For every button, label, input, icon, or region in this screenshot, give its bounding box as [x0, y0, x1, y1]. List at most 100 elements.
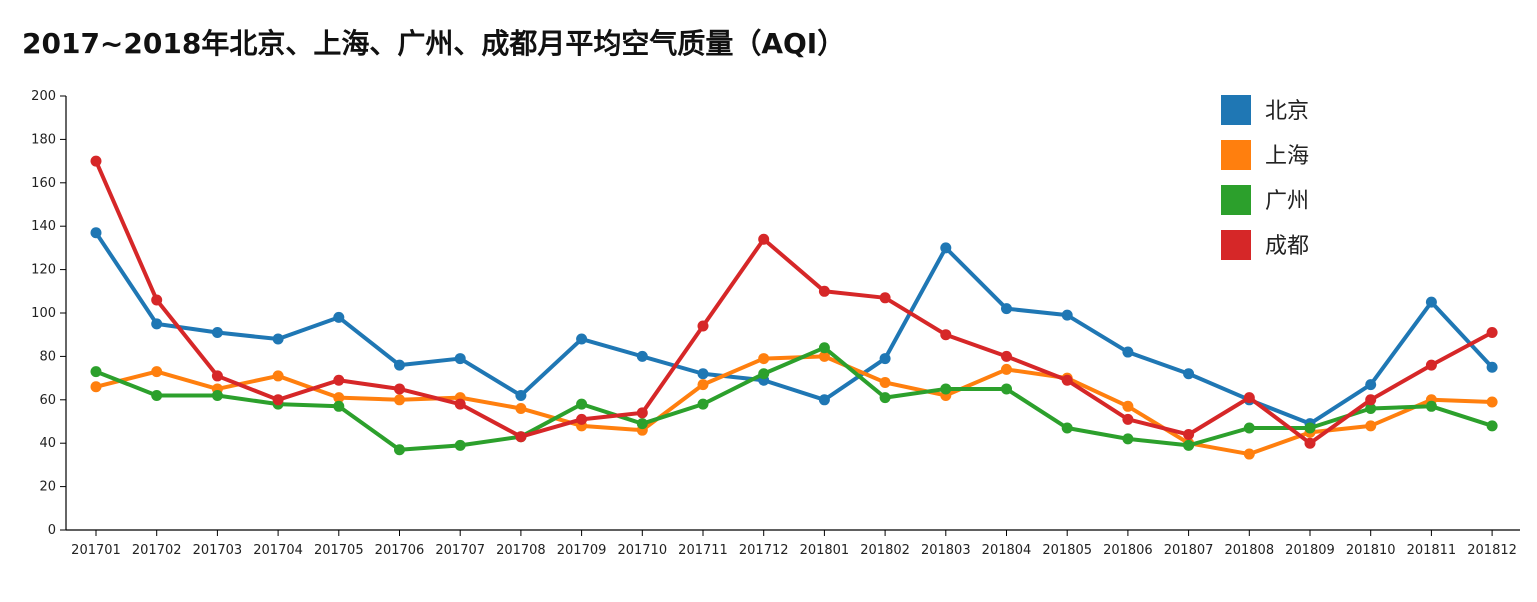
x-tick: 201807 — [1164, 530, 1213, 558]
data-point — [636, 350, 648, 362]
data-point — [697, 398, 709, 410]
data-point — [697, 320, 709, 332]
data-point — [515, 389, 527, 401]
y-tick-label: 40 — [39, 436, 56, 451]
legend-swatch — [1221, 140, 1251, 170]
data-point — [1243, 392, 1255, 404]
legend-item: 上海 — [1221, 140, 1309, 170]
x-tick-label: 201810 — [1346, 543, 1396, 558]
x-tick: 201803 — [921, 530, 971, 558]
y-tick-label: 0 — [48, 523, 56, 538]
x-tick-label: 201808 — [1224, 543, 1274, 558]
data-point — [1183, 368, 1195, 380]
y-tick-label: 80 — [39, 349, 56, 364]
x-tick: 201709 — [557, 530, 606, 558]
data-point — [818, 394, 830, 406]
series-line — [94, 230, 1495, 426]
legend-swatch — [1221, 230, 1251, 260]
data-point — [515, 431, 527, 443]
data-point — [1122, 400, 1134, 412]
data-point — [151, 366, 163, 378]
y-tick: 200 — [31, 89, 66, 104]
data-point — [879, 376, 891, 388]
x-tick-label: 201801 — [800, 543, 850, 558]
data-point — [697, 368, 709, 380]
x-tick: 201711 — [678, 530, 728, 558]
x-tick: 201707 — [435, 530, 485, 558]
data-point — [151, 389, 163, 401]
legend-label: 成都 — [1265, 234, 1309, 259]
series-layer — [90, 155, 1498, 460]
y-tick-label: 20 — [39, 480, 56, 495]
x-tick-label: 201707 — [435, 543, 485, 558]
x-tick: 201804 — [982, 530, 1032, 558]
data-point — [1304, 422, 1316, 434]
x-tick: 201704 — [253, 530, 303, 558]
y-tick-label: 160 — [31, 176, 56, 191]
data-point — [333, 311, 345, 323]
y-tick: 20 — [39, 480, 66, 495]
data-point — [454, 398, 466, 410]
data-point — [940, 383, 952, 395]
x-tick: 201810 — [1346, 530, 1396, 558]
data-point — [697, 379, 709, 391]
x-tick-label: 201811 — [1407, 543, 1457, 558]
x-tick-label: 201705 — [314, 543, 364, 558]
data-point — [90, 381, 102, 393]
x-tick-label: 201708 — [496, 543, 546, 558]
x-tick-label: 201804 — [982, 543, 1032, 558]
x-tick-label: 201805 — [1042, 543, 1092, 558]
data-point — [1365, 402, 1377, 414]
legend-item: 广州 — [1221, 185, 1309, 215]
x-tick: 201811 — [1407, 530, 1457, 558]
data-point — [758, 368, 770, 380]
x-tick-label: 201809 — [1285, 543, 1335, 558]
data-point — [1425, 359, 1437, 371]
y-tick-label: 180 — [31, 132, 56, 147]
data-point — [1486, 420, 1498, 432]
x-tick-label: 201706 — [375, 543, 425, 558]
x-tick: 201702 — [132, 530, 182, 558]
data-point — [1001, 303, 1012, 315]
x-tick: 201701 — [71, 530, 121, 558]
data-point — [1001, 383, 1012, 395]
x-tick: 201808 — [1224, 530, 1274, 558]
data-point — [1243, 422, 1255, 434]
data-point — [1061, 374, 1073, 386]
data-point — [1001, 350, 1012, 362]
data-point — [1304, 437, 1316, 449]
x-tick-label: 201704 — [253, 543, 303, 558]
x-tick-label: 201701 — [71, 543, 121, 558]
x-tick: 201802 — [860, 530, 910, 558]
series-3 — [90, 155, 1498, 449]
data-point — [1425, 296, 1437, 308]
data-point — [394, 383, 405, 395]
y-tick: 180 — [31, 132, 66, 147]
data-point — [333, 374, 345, 386]
data-point — [151, 294, 163, 306]
data-point — [272, 370, 284, 382]
series-1 — [90, 350, 1498, 460]
x-tick-label: 201712 — [739, 543, 789, 558]
data-point — [1122, 433, 1134, 445]
legend-swatch — [1221, 185, 1251, 215]
data-point — [1122, 413, 1134, 425]
data-point — [272, 333, 284, 345]
x-tick-label: 201711 — [678, 543, 728, 558]
x-tick: 201712 — [739, 530, 789, 558]
x-tick: 201812 — [1467, 530, 1517, 558]
series-line — [94, 345, 1495, 452]
data-point — [576, 413, 588, 425]
data-point — [211, 327, 223, 339]
y-tick-label: 140 — [31, 219, 56, 234]
series-line — [94, 159, 1495, 446]
data-point — [818, 350, 830, 362]
x-axis: 201701 201702 201703 201704 201705 201706 2017… — [66, 529, 1520, 558]
data-point — [151, 318, 163, 330]
data-point — [515, 402, 527, 414]
data-point — [758, 353, 770, 365]
data-point — [1122, 346, 1134, 358]
data-point — [1183, 439, 1195, 451]
x-tick: 201708 — [496, 530, 546, 558]
x-tick: 201805 — [1042, 530, 1092, 558]
